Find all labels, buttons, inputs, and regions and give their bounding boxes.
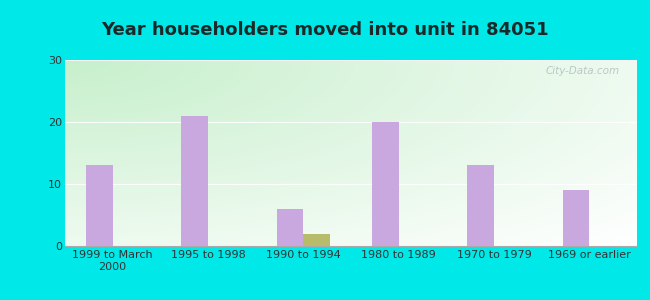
Bar: [181, 116, 208, 246]
Bar: [277, 209, 304, 246]
Bar: [86, 165, 112, 246]
Bar: [467, 165, 494, 246]
Bar: [372, 122, 398, 246]
Text: Year householders moved into unit in 84051: Year householders moved into unit in 840…: [101, 21, 549, 39]
Bar: [304, 234, 330, 246]
Bar: [563, 190, 590, 246]
Text: City-Data.com: City-Data.com: [546, 66, 620, 76]
